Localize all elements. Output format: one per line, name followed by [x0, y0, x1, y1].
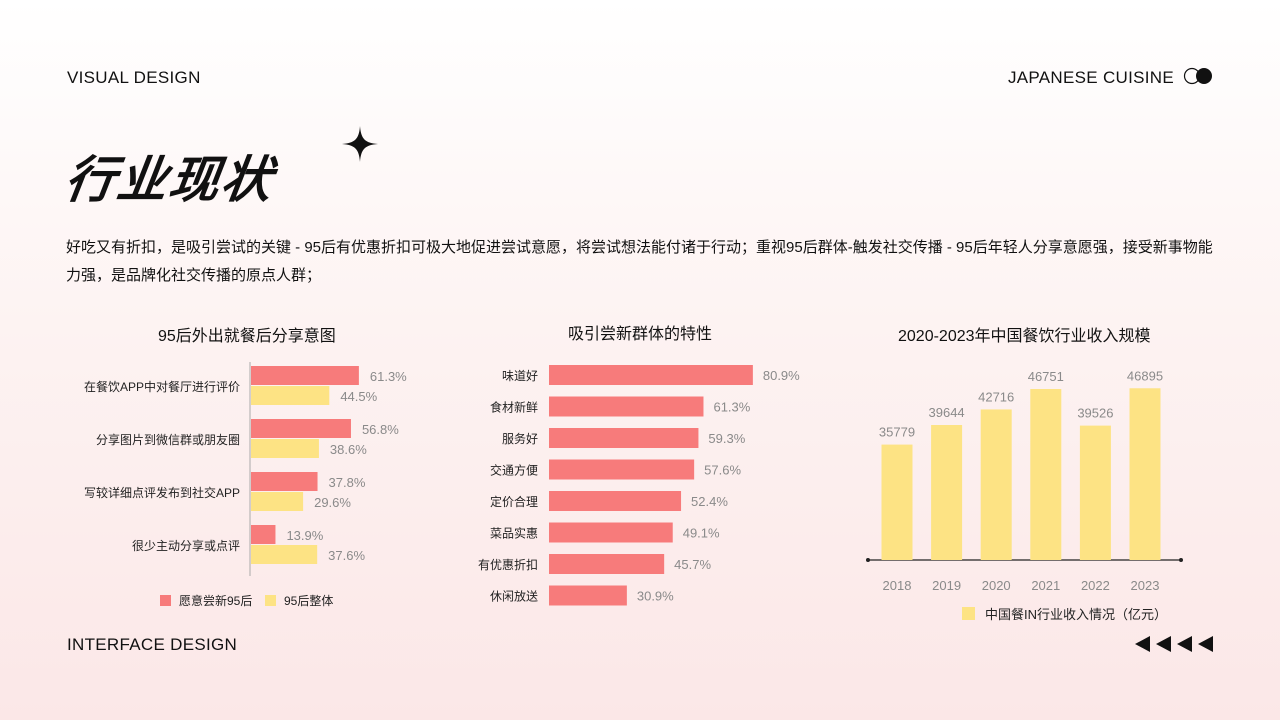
chart3-value-label: 46751: [1028, 369, 1064, 384]
chart1-value-label: 37.8%: [329, 475, 366, 490]
chart1-legend-swatch: [160, 595, 171, 606]
chart1-value-label: 56.8%: [362, 422, 399, 437]
header-right-label: JAPANESE CUISINE: [1007, 68, 1174, 87]
chart2-value-label: 45.7%: [674, 557, 711, 572]
chart3-bar: [1079, 425, 1111, 560]
chart3-legend-swatch: [962, 607, 975, 620]
chart1-bar: [251, 472, 318, 491]
chart3-year-label: 2018: [883, 578, 912, 593]
chart3-value-label: 42716: [978, 389, 1014, 404]
chart2-category-label: 食材新鲜: [490, 400, 538, 415]
chart1-value-label: 29.6%: [314, 495, 351, 510]
chart2-category-label: 服务好: [502, 431, 538, 446]
triangle-left-arrows-icon: [1135, 636, 1213, 652]
chart3-bar: [980, 409, 1012, 560]
chart1-bar: [251, 492, 304, 511]
chart2-value-label: 57.6%: [704, 463, 741, 478]
chart2-bar: [549, 554, 665, 574]
toggle-circles-icon: [1183, 67, 1212, 85]
chart1-value-label: 37.6%: [328, 548, 365, 563]
chart3-bar: [1129, 388, 1161, 560]
chart2-value-label: 49.1%: [683, 526, 720, 541]
header-left-label: VISUAL DESIGN: [67, 68, 201, 87]
chart1-value-label: 38.6%: [330, 442, 367, 457]
chart2-value-label: 30.9%: [637, 589, 674, 604]
chart1-category-label: 在餐饮APP中对餐厅进行评价: [84, 379, 240, 394]
chart2-category-label: 味道好: [502, 369, 538, 383]
chart2-value-label: 80.9%: [763, 368, 800, 383]
chart2-bar: [549, 491, 682, 511]
chart1-bar: [251, 439, 319, 458]
description: 好吃又有折扣，是吸引尝试的关键 - 95后有优惠折扣可极大地促进尝试意愿，将尝试…: [66, 239, 1213, 284]
chart1-category-label: 很少主动分享或点评: [132, 538, 240, 553]
chart1-value-label: 61.3%: [370, 369, 407, 384]
chart1-bar: [251, 545, 318, 564]
chart3-value-label: 39644: [929, 405, 965, 420]
chart3-title: 2020-2023年中国餐饮行业收入规模: [898, 328, 1151, 345]
chart2-bar: [549, 459, 695, 480]
chart3-value-label: 39526: [1077, 406, 1113, 421]
chart3-bar: [931, 425, 963, 560]
chart3-revenue: 35779 2018 39644 2019 42716 2020 46751 2021 3952…: [866, 368, 1183, 622]
chart1-legend-label: 愿意尝新95后: [179, 593, 252, 608]
chart3-year-label: 2020: [982, 578, 1011, 593]
chart3-bar: [1030, 389, 1062, 560]
chart2-bar: [549, 396, 704, 417]
chart2-title: 吸引尝新群体的特性: [568, 326, 713, 343]
chart3-axis-endpoint: [1179, 558, 1183, 562]
chart3-year-label: 2023: [1131, 578, 1160, 593]
chart2-value-label: 59.3%: [708, 431, 745, 446]
chart3-year-label: 2019: [932, 578, 961, 593]
chart1-category-label: 分享图片到微信群或朋友圈: [96, 432, 240, 447]
footer-left-label: INTERFACE DESIGN: [67, 635, 238, 654]
chart3-axis-endpoint: [866, 558, 870, 562]
chart1-bar: [251, 525, 276, 544]
chart3-legend-label: 中国餐IN行业收入情况（亿元）: [985, 607, 1167, 622]
chart1-bar: [251, 366, 359, 385]
chart1-value-label: 13.9%: [286, 528, 323, 543]
chart2-category-label: 定价合理: [490, 494, 538, 509]
chart1-category-label: 写较详细点评发布到社交APP: [84, 485, 240, 500]
chart3-bar: [881, 444, 913, 560]
chart2-category-label: 交通方便: [490, 463, 538, 478]
chart2-bar: [549, 522, 673, 543]
chart1-share-intent: 在餐饮APP中对餐厅进行评价 61.3% 44.5% 分享图片到微信群或朋友圈 56.8…: [84, 362, 407, 608]
chart2-attract-features: 味道好 80.9% 食材新鲜 61.3% 服务好 59.3% 交通方便 57.6% 定价合理 52…: [478, 365, 800, 606]
chart1-bar: [251, 386, 330, 405]
four-point-star-icon: [342, 126, 378, 162]
chart2-value-label: 61.3%: [713, 400, 750, 415]
chart2-category-label: 菜品实惠: [490, 526, 538, 541]
chart1-legend-label: 95后整体: [284, 593, 333, 608]
chart3-year-label: 2022: [1081, 578, 1110, 593]
chart3-value-label: 35779: [879, 425, 915, 440]
chart2-bar: [549, 428, 699, 448]
chart1-title: 95后外出就餐后分享意图: [158, 328, 336, 345]
chart1-bar: [251, 419, 351, 438]
chart3-value-label: 46895: [1127, 368, 1163, 383]
chart2-bar: [549, 585, 627, 606]
chart2-category-label: 休闲放送: [490, 589, 538, 604]
chart1-legend-swatch: [265, 595, 276, 606]
chart1-value-label: 44.5%: [340, 389, 377, 404]
chart2-bar: [549, 365, 753, 385]
chart2-value-label: 52.4%: [691, 494, 728, 509]
chart2-category-label: 有优惠折扣: [478, 557, 538, 572]
chart3-year-label: 2021: [1031, 578, 1060, 593]
